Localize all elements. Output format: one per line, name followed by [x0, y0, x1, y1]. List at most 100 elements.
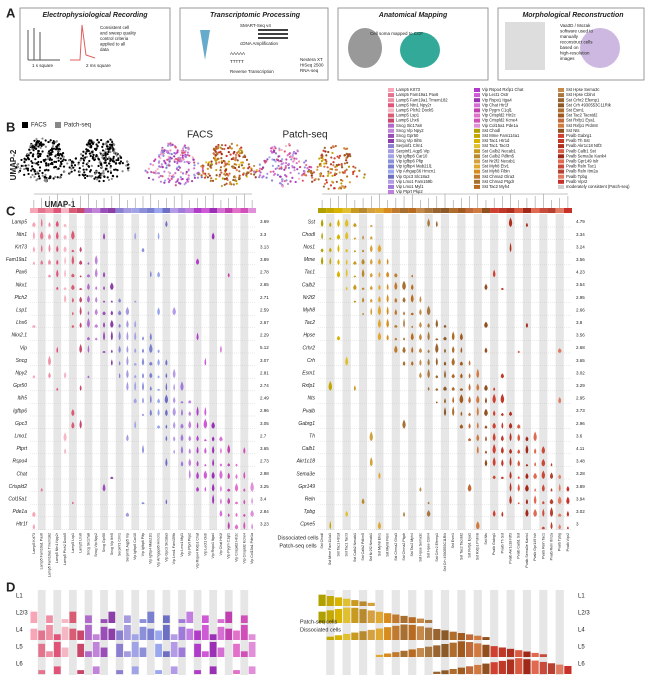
gene-label: Chat: [16, 471, 27, 477]
column-color: [440, 208, 450, 213]
violin: [443, 386, 447, 391]
legend-label: Vip Pygm C1ql1: [482, 108, 513, 113]
legend-label: Sst Mme Fam114a1: [482, 133, 520, 138]
legend-label: Sst Hpse Cbln4: [566, 92, 596, 97]
umap-point: [334, 144, 337, 148]
umap-point: [54, 165, 58, 169]
umap-point: [106, 157, 109, 161]
umap-point: [70, 167, 73, 170]
umap-point: [311, 172, 314, 175]
umap-point: [95, 143, 98, 146]
legend-swatch: [474, 113, 480, 118]
gene-max: 3.07: [260, 358, 269, 363]
umap-point: [215, 151, 218, 155]
column-color: [209, 208, 218, 213]
gene-label: Lhx6: [16, 320, 27, 326]
layer-bar: [85, 615, 92, 623]
violin: [243, 471, 246, 479]
brain: [348, 28, 382, 68]
violin: [172, 306, 176, 316]
umap-point: [56, 157, 59, 160]
umap-point: [68, 166, 71, 169]
umap-point: [96, 176, 100, 179]
umap-point: [187, 148, 190, 151]
umap-point: [207, 172, 210, 175]
violin: [102, 321, 106, 328]
umap-point: [114, 162, 118, 165]
umap-point: [73, 169, 76, 172]
umap-point: [39, 152, 42, 156]
violin: [509, 495, 512, 505]
violin: [377, 332, 382, 341]
gene-label: Reln: [305, 497, 316, 503]
violin: [320, 248, 324, 253]
umap-point: [174, 146, 177, 149]
umap-point: [183, 151, 186, 154]
violin: [468, 412, 471, 416]
gene-label: Gpr50: [13, 383, 27, 389]
umap-point: [310, 174, 313, 177]
violin: [533, 431, 537, 442]
layer-bar: [326, 636, 334, 640]
violin: [557, 496, 562, 505]
violin: [165, 457, 168, 467]
column-label: Sst Chrna2 Ptgdr: [402, 532, 406, 560]
umap-point: [91, 151, 94, 154]
umap-point: [23, 161, 26, 164]
column-band: [209, 607, 218, 624]
violin: [427, 358, 430, 366]
gene-max: 2.49: [260, 396, 269, 401]
gene-max: 3.6: [576, 433, 583, 438]
violin: [566, 496, 570, 505]
umap-point: [172, 175, 175, 178]
violin: [443, 361, 447, 366]
column-label: Pvalb Gpr149 Islr: [533, 532, 537, 561]
umap-point: [253, 173, 256, 176]
violin: [435, 388, 439, 391]
umap-point: [204, 174, 207, 177]
layer-bar: [433, 671, 441, 674]
layer-bar: [490, 646, 498, 657]
umap-point: [223, 173, 226, 176]
column-band: [473, 607, 482, 624]
layer-bar: [201, 615, 209, 623]
violin: [509, 432, 512, 442]
violin: [492, 269, 496, 278]
violin: [227, 521, 230, 530]
column-label: Sst Nr2f2 Necab1: [369, 533, 373, 561]
violin: [188, 400, 192, 404]
umap-point: [114, 168, 117, 171]
violin: [55, 231, 59, 240]
violin: [63, 287, 67, 290]
umap-point: [45, 164, 48, 167]
umap-point: [30, 169, 33, 172]
legend-label: Vip Lmo1 Myl1: [396, 184, 424, 189]
umap-point: [113, 160, 116, 163]
layer-bar: [201, 624, 209, 640]
text-line: images: [560, 56, 575, 61]
umap-point: [225, 182, 228, 185]
layer-bar: [225, 628, 233, 640]
violin: [386, 258, 389, 265]
umap-point: [33, 175, 36, 178]
gene-max: 4.79: [576, 219, 585, 224]
umap-point: [186, 178, 189, 181]
umap-point: [183, 144, 187, 147]
column-band: [115, 590, 124, 607]
umap-point: [277, 155, 280, 158]
violin: [79, 296, 83, 303]
violin: [476, 434, 480, 442]
column-band: [224, 214, 233, 530]
column-label: Sncg Vip Npy2: [94, 533, 98, 557]
umap-point: [327, 187, 330, 190]
layer-bar: [209, 641, 217, 657]
violin: [141, 247, 145, 253]
legend-label: Sst Tac1 Htr1d: [482, 138, 510, 143]
umap-point: [326, 174, 329, 177]
violin: [87, 375, 90, 379]
umap-point: [45, 176, 48, 179]
umap-point: [337, 187, 340, 190]
column-color: [465, 208, 474, 213]
violin: [541, 526, 545, 530]
layer-bar: [77, 643, 85, 657]
